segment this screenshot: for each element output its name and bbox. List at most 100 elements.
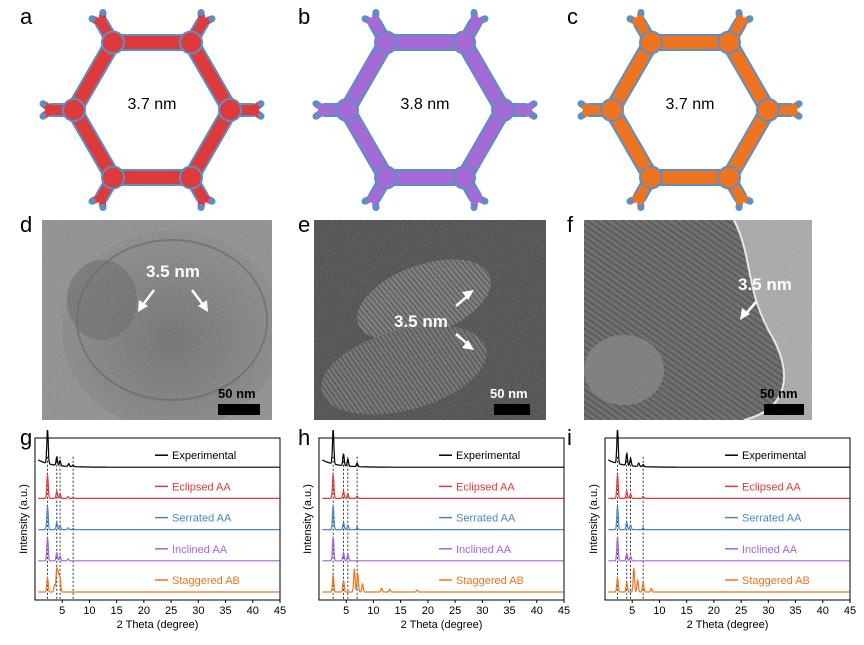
arrows-e [455, 290, 474, 350]
x-tick-label: 25 [449, 605, 461, 617]
framework-atom [88, 15, 96, 23]
framework-edge [457, 103, 510, 185]
plot-frame [34, 437, 281, 601]
framework-atom [530, 112, 538, 120]
legend-label: Eclipsed AA [742, 481, 801, 493]
series-line [608, 506, 850, 531]
x-tick-label: 30 [192, 605, 204, 617]
x-tick-label: 35 [219, 605, 231, 617]
series-line [608, 475, 850, 499]
legend-label: Experimental [172, 450, 236, 462]
framework-atom [39, 100, 47, 108]
framework-node [717, 165, 741, 190]
x-tick-label: 15 [395, 605, 407, 617]
x-tick-label: 5 [629, 605, 635, 617]
x-tick-label: 20 [708, 605, 720, 617]
framework-node [756, 98, 780, 122]
framework-atom [746, 15, 754, 23]
x-tick-label: 20 [422, 605, 434, 617]
series-line [608, 566, 850, 593]
panel-label-g: g [20, 425, 33, 450]
x-tick-label: 15 [681, 605, 693, 617]
series-line [38, 567, 280, 593]
arrows-d [138, 289, 208, 312]
framework-atom [99, 204, 107, 212]
series-line [608, 537, 850, 562]
framework-atom [577, 100, 585, 108]
framework-atom [208, 197, 216, 205]
x-tick-label: 45 [844, 605, 856, 617]
framework-edge [184, 103, 237, 185]
hex-framework-a [39, 8, 265, 212]
xrd-svg-g: Experimental Eclipsed AA Serrated AA Inclin… [18, 429, 286, 631]
x-tick-label: 15 [111, 605, 123, 617]
framework-node [335, 98, 359, 122]
panel-label-e: e [298, 212, 311, 237]
framework-atom [470, 204, 478, 212]
framework-atom [197, 204, 205, 212]
framework-edge [605, 103, 658, 185]
series-line [322, 504, 564, 531]
framework-edge [340, 103, 393, 185]
tem-texture-e [314, 220, 546, 420]
legend-label: Serrated AA [172, 513, 232, 525]
legend-label: Eclipsed AA [456, 481, 515, 493]
panel-label-b: b [298, 4, 311, 29]
panel-label-h: h [298, 425, 311, 450]
pore-size-a: 3.7 nm [127, 96, 177, 113]
legend-label: Serrated AA [742, 513, 802, 525]
x-axis-label: 2 Theta (degree) [401, 619, 483, 631]
scale-bar-e [494, 404, 530, 415]
y-axis-label: Intensity (a.u.) [588, 484, 600, 554]
framework-atom [637, 204, 645, 212]
framework-edge [722, 35, 775, 117]
scale-label-f: 50 nm [760, 386, 798, 401]
arrowhead-icon [462, 290, 474, 300]
xrd-svg-h: Experimental Eclipsed AA Serrated AA Inclin… [302, 429, 570, 631]
framework-node [101, 30, 125, 55]
x-tick-label: 40 [531, 605, 543, 617]
legend-label: Eclipsed AA [172, 481, 231, 493]
legend-label: Experimental [456, 450, 520, 462]
framework-atom [481, 197, 489, 205]
x-axis-label: 2 Theta (degree) [687, 619, 769, 631]
scale-bar-f [764, 404, 804, 415]
series-line [322, 429, 564, 468]
arrowhead-icon [740, 308, 750, 320]
framework-edge [340, 35, 393, 117]
panel-label-a: a [20, 4, 33, 29]
framework-model-c: 3.7 nm [570, 8, 810, 213]
framework-edge [67, 35, 120, 117]
legend-label: Inclined AA [172, 544, 228, 556]
framework-atom [361, 197, 369, 205]
framework-atom [626, 15, 634, 23]
framework-node [101, 165, 125, 190]
scale-bar-d [218, 404, 260, 415]
plot-frame [318, 437, 565, 601]
x-axis-label: 2 Theta (degree) [117, 619, 199, 631]
xrd-svg-i: Experimental Eclipsed AA Serrated AA Inclin… [588, 429, 856, 631]
framework-node [639, 30, 663, 55]
framework-atom [372, 8, 380, 16]
framework-atom [637, 8, 645, 16]
arrowhead-icon [138, 300, 148, 312]
x-tick-label: 30 [762, 605, 774, 617]
xrd-chart-g: Experimental Eclipsed AA Serrated AA Inclin… [0, 429, 290, 640]
legend-label: Staggered AB [742, 575, 810, 587]
series-line [38, 475, 280, 499]
framework-node [179, 165, 203, 190]
x-tick-label: 40 [817, 605, 829, 617]
tem-label-d: 3.5 nm [146, 262, 200, 281]
x-tick-label: 5 [343, 605, 349, 617]
framework-atom [312, 112, 320, 120]
framework-node [374, 30, 398, 55]
x-tick-label: 25 [735, 605, 747, 617]
series-line [322, 535, 564, 562]
y-axis-label: Intensity (a.u.) [18, 484, 30, 554]
plot-frame [604, 437, 851, 601]
framework-skeleton [312, 8, 538, 212]
framework-atom [312, 100, 320, 108]
hex-framework-b [312, 8, 538, 212]
arrowhead-icon [198, 300, 208, 312]
pore-size-c: 3.7 nm [665, 96, 715, 113]
